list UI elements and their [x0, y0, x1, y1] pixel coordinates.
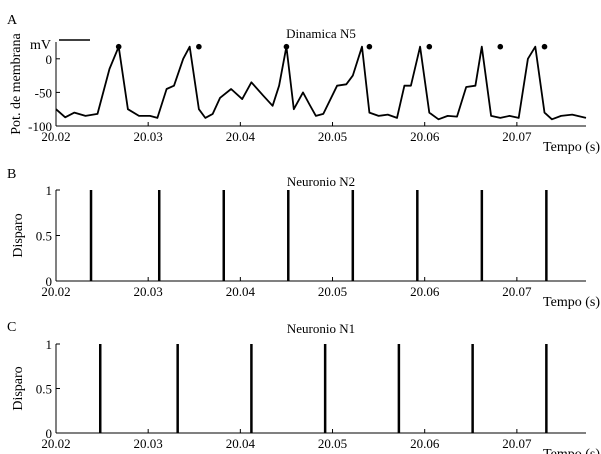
- panel-c: C Neuronio N1 20.02 20.03 20.04 20.05 20.06 20.…: [7, 320, 600, 454]
- x-tick-label: 20.05: [318, 436, 347, 451]
- spike-marker: [541, 43, 548, 50]
- x-tick-label: 20.07: [502, 284, 532, 299]
- y-tick-label: 0: [46, 274, 53, 289]
- spike-marker: [115, 43, 122, 50]
- y-tick-label: 1: [46, 337, 53, 352]
- x-tick-label: 20.07: [502, 129, 532, 144]
- y-tick-label: 0: [46, 52, 53, 67]
- x-tick-label: 20.06: [410, 436, 440, 451]
- spike-marker: [196, 43, 202, 50]
- x-axis-label: Tempo (s): [543, 140, 600, 155]
- spike-marker: [497, 43, 504, 50]
- chart-title: Neuronio N2: [287, 174, 355, 189]
- y-axis-label: Disparo: [11, 366, 26, 410]
- y-tick-label: 0.5: [36, 229, 52, 244]
- x-tick-label: 20.03: [134, 129, 163, 144]
- x-tick-label: 20.02: [41, 284, 70, 299]
- x-tick-label: 20.06: [410, 129, 440, 144]
- y-tick-label: -50: [35, 85, 52, 100]
- x-tick-label: 20.06: [410, 284, 440, 299]
- panel-letter: A: [7, 13, 18, 28]
- x-tick-label: 20.05: [318, 129, 347, 144]
- y-axis-label: Disparo: [11, 213, 26, 257]
- x-tick-label: 20.04: [226, 129, 256, 144]
- panel-letter: B: [7, 167, 16, 182]
- chart-title: Neuronio N1: [287, 321, 355, 336]
- y-tick-label: 0: [46, 426, 53, 441]
- spike-marker: [366, 43, 373, 50]
- x-tick-label: 20.03: [134, 436, 163, 451]
- x-axis-label: Tempo (s): [543, 295, 600, 310]
- x-axis-label: Tempo (s): [543, 447, 600, 454]
- x-tick-label: 20.03: [134, 284, 163, 299]
- y-tick-label: -100: [28, 119, 52, 134]
- panel-letter: C: [7, 320, 16, 335]
- x-tick-label: 20.04: [226, 284, 256, 299]
- x-tick-label: 20.04: [226, 436, 256, 451]
- spike-marker: [426, 43, 433, 50]
- y-tick-label: 0.5: [36, 382, 52, 397]
- spike-marker: [283, 43, 290, 50]
- x-tick-label: 20.07: [502, 436, 532, 451]
- series-line: [55, 45, 587, 121]
- y-unit-label: mV: [30, 38, 51, 53]
- x-tick-label: 20.02: [41, 436, 70, 451]
- x-tick-label: 20.05: [318, 284, 347, 299]
- y-tick-label: 1: [46, 183, 53, 198]
- panel-b: B Neuronio N2 20.02 20.03 20.04 20.05 20.06 20.…: [7, 167, 600, 310]
- panel-a: A Dinamica N5 20.02 20.03 20.04 20.05 20.06 20.…: [7, 13, 600, 155]
- y-axis-label: Pot. de membrana: [9, 32, 24, 134]
- chart-title: Dinamica N5: [286, 26, 356, 41]
- x-tick-label: 20.02: [41, 129, 70, 144]
